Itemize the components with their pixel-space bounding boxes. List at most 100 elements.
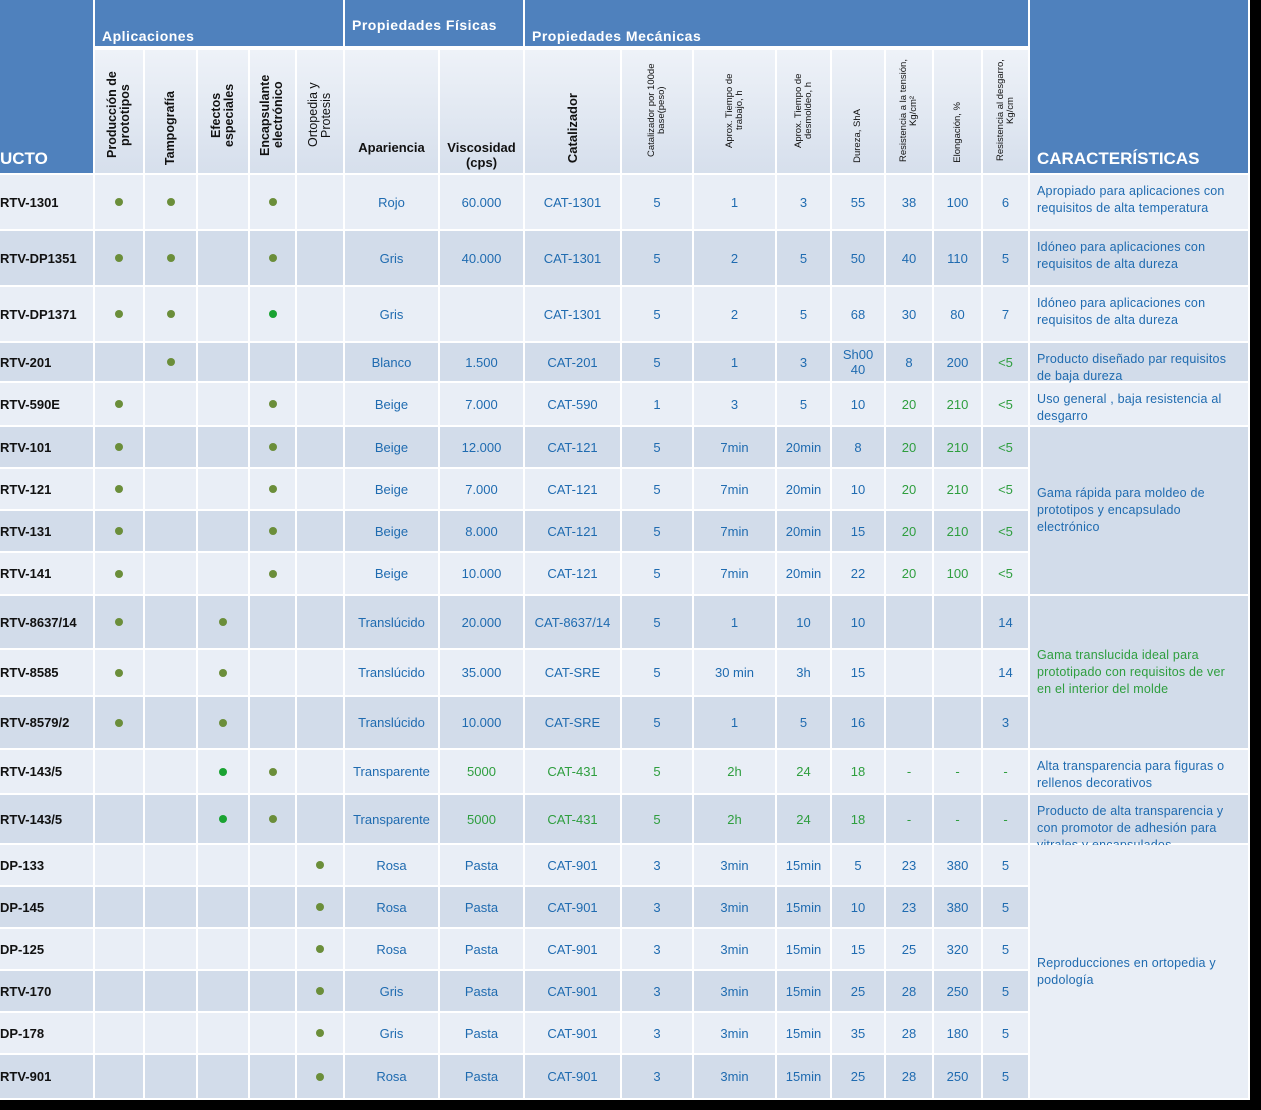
value-cell-text: 35.000 bbox=[461, 665, 502, 680]
value-cell: 20 bbox=[886, 469, 934, 511]
application-cell bbox=[297, 697, 345, 750]
value-cell: Beige bbox=[345, 553, 440, 596]
application-cell bbox=[95, 1055, 145, 1100]
application-label: Tampografía bbox=[162, 90, 177, 165]
product-cell: RTV-143/5 bbox=[0, 750, 95, 795]
value-cell-text: CAT-121 bbox=[547, 566, 598, 581]
value-cell: 1 bbox=[622, 383, 694, 427]
value-cell: CAT-121 bbox=[525, 511, 622, 553]
value-cell-text: 3 bbox=[653, 857, 661, 873]
column-label: Catalizador por 100de base(peso) bbox=[646, 63, 667, 158]
value-cell-text: 5 bbox=[653, 764, 661, 779]
value-cell-text: 5000 bbox=[467, 764, 496, 779]
application-dot bbox=[268, 569, 277, 578]
product-cell: RTV-DP1351 bbox=[0, 231, 95, 287]
application-cell bbox=[250, 750, 297, 795]
value-cell: Gris bbox=[345, 231, 440, 287]
application-dot bbox=[219, 618, 227, 626]
value-cell: 200 bbox=[934, 343, 983, 383]
value-cell: 100 bbox=[934, 553, 983, 596]
application-cell bbox=[95, 845, 145, 887]
value-cell: Pasta bbox=[440, 887, 525, 929]
value-cell-text: 10 bbox=[796, 614, 811, 630]
product-cell-text: DP-145 bbox=[0, 899, 45, 915]
value-cell: <5 bbox=[983, 553, 1030, 596]
value-cell-text: CAT-431 bbox=[547, 811, 598, 827]
application-cell bbox=[250, 697, 297, 750]
application-cell bbox=[250, 650, 297, 697]
value-cell: 25 bbox=[832, 971, 886, 1013]
value-cell-text: 5 bbox=[653, 614, 661, 630]
value-cell: 20.000 bbox=[440, 596, 525, 650]
value-cell-text: 25 bbox=[850, 983, 866, 999]
group-header: Aplicaciones bbox=[95, 0, 345, 50]
application-cell bbox=[250, 383, 297, 427]
value-cell-text: 23 bbox=[901, 899, 917, 915]
application-cell bbox=[145, 596, 198, 650]
value-cell-text: 15min bbox=[785, 899, 822, 915]
characteristics-cell-text: Producto diseñado par requisitos de baja… bbox=[1037, 352, 1227, 383]
value-cell-text: 3 bbox=[653, 899, 661, 915]
value-cell-text: Pasta bbox=[464, 857, 499, 873]
value-cell: 55 bbox=[832, 175, 886, 231]
value-cell-text: 5 bbox=[653, 354, 661, 370]
value-cell: 5 bbox=[622, 650, 694, 697]
value-cell-text: - bbox=[955, 811, 960, 827]
product-cell-text: RTV-DP1371 bbox=[0, 306, 77, 322]
value-cell: 5000 bbox=[440, 795, 525, 845]
value-cell bbox=[440, 287, 525, 343]
value-cell-text: 15 bbox=[850, 941, 866, 957]
value-cell: 3 bbox=[777, 343, 832, 383]
value-cell-text: - bbox=[955, 764, 960, 779]
value-cell: 3min bbox=[694, 929, 777, 971]
value-cell-text: 3 bbox=[653, 1069, 661, 1084]
application-cell bbox=[145, 231, 198, 287]
application-cell bbox=[95, 511, 145, 553]
value-cell-text: 210 bbox=[946, 439, 969, 455]
application-dot bbox=[166, 310, 175, 318]
product-cell: DP-178 bbox=[0, 1013, 95, 1055]
column-label: Elongación, % bbox=[951, 102, 963, 163]
product-cell-text: RTV-590E bbox=[0, 396, 60, 412]
characteristics-cell-text: Gama translucida ideal para prototipado … bbox=[1037, 647, 1225, 696]
column-header: Resistencia al desgarro, Kg/cm bbox=[983, 50, 1030, 175]
value-cell-text: 5 bbox=[799, 715, 808, 730]
application-cell bbox=[250, 971, 297, 1013]
application-cell bbox=[95, 887, 145, 929]
application-cell bbox=[250, 1013, 297, 1055]
value-cell-text: 12.000 bbox=[461, 439, 502, 455]
value-cell-text: 5 bbox=[653, 715, 661, 730]
value-cell-text: Pasta bbox=[464, 1069, 499, 1084]
value-cell-text: 100 bbox=[946, 194, 969, 210]
value-cell: CAT-590 bbox=[525, 383, 622, 427]
product-cell-text: RTV-143/5 bbox=[0, 811, 63, 827]
value-cell-text: 10 bbox=[850, 899, 866, 915]
value-cell-text: 16 bbox=[850, 715, 866, 730]
characteristics-cell: Reproducciones en ortopedia y podología bbox=[1030, 845, 1250, 1100]
application-cell bbox=[95, 697, 145, 750]
value-cell-text: 5 bbox=[1001, 857, 1010, 873]
application-dot bbox=[115, 718, 123, 727]
application-cell bbox=[297, 427, 345, 469]
value-cell: Beige bbox=[345, 511, 440, 553]
value-cell-text: 5 bbox=[653, 306, 661, 322]
value-cell-text: 5 bbox=[653, 665, 661, 680]
characteristics-cell-text: Apropiado para aplicaciones con requisit… bbox=[1037, 184, 1225, 215]
value-cell-text: 5 bbox=[653, 194, 661, 210]
value-cell: 15min bbox=[777, 971, 832, 1013]
value-cell: Pasta bbox=[440, 929, 525, 971]
application-cell bbox=[297, 231, 345, 287]
value-cell-text: Beige bbox=[374, 481, 409, 497]
value-cell: 7min bbox=[694, 553, 777, 596]
value-cell-text: 8.000 bbox=[465, 523, 498, 539]
product-cell-text: DP-125 bbox=[0, 941, 45, 957]
value-cell-text: 1 bbox=[730, 354, 739, 370]
characteristics-cell: Producto diseñado par requisitos de baja… bbox=[1030, 343, 1250, 383]
column-header: Resistencia a la tensión, Kg/cm² bbox=[886, 50, 934, 175]
value-cell: 5 bbox=[983, 845, 1030, 887]
application-cell bbox=[297, 795, 345, 845]
value-cell: CAT-901 bbox=[525, 887, 622, 929]
value-cell: Rosa bbox=[345, 845, 440, 887]
value-cell: 210 bbox=[934, 469, 983, 511]
application-dot bbox=[268, 310, 277, 318]
